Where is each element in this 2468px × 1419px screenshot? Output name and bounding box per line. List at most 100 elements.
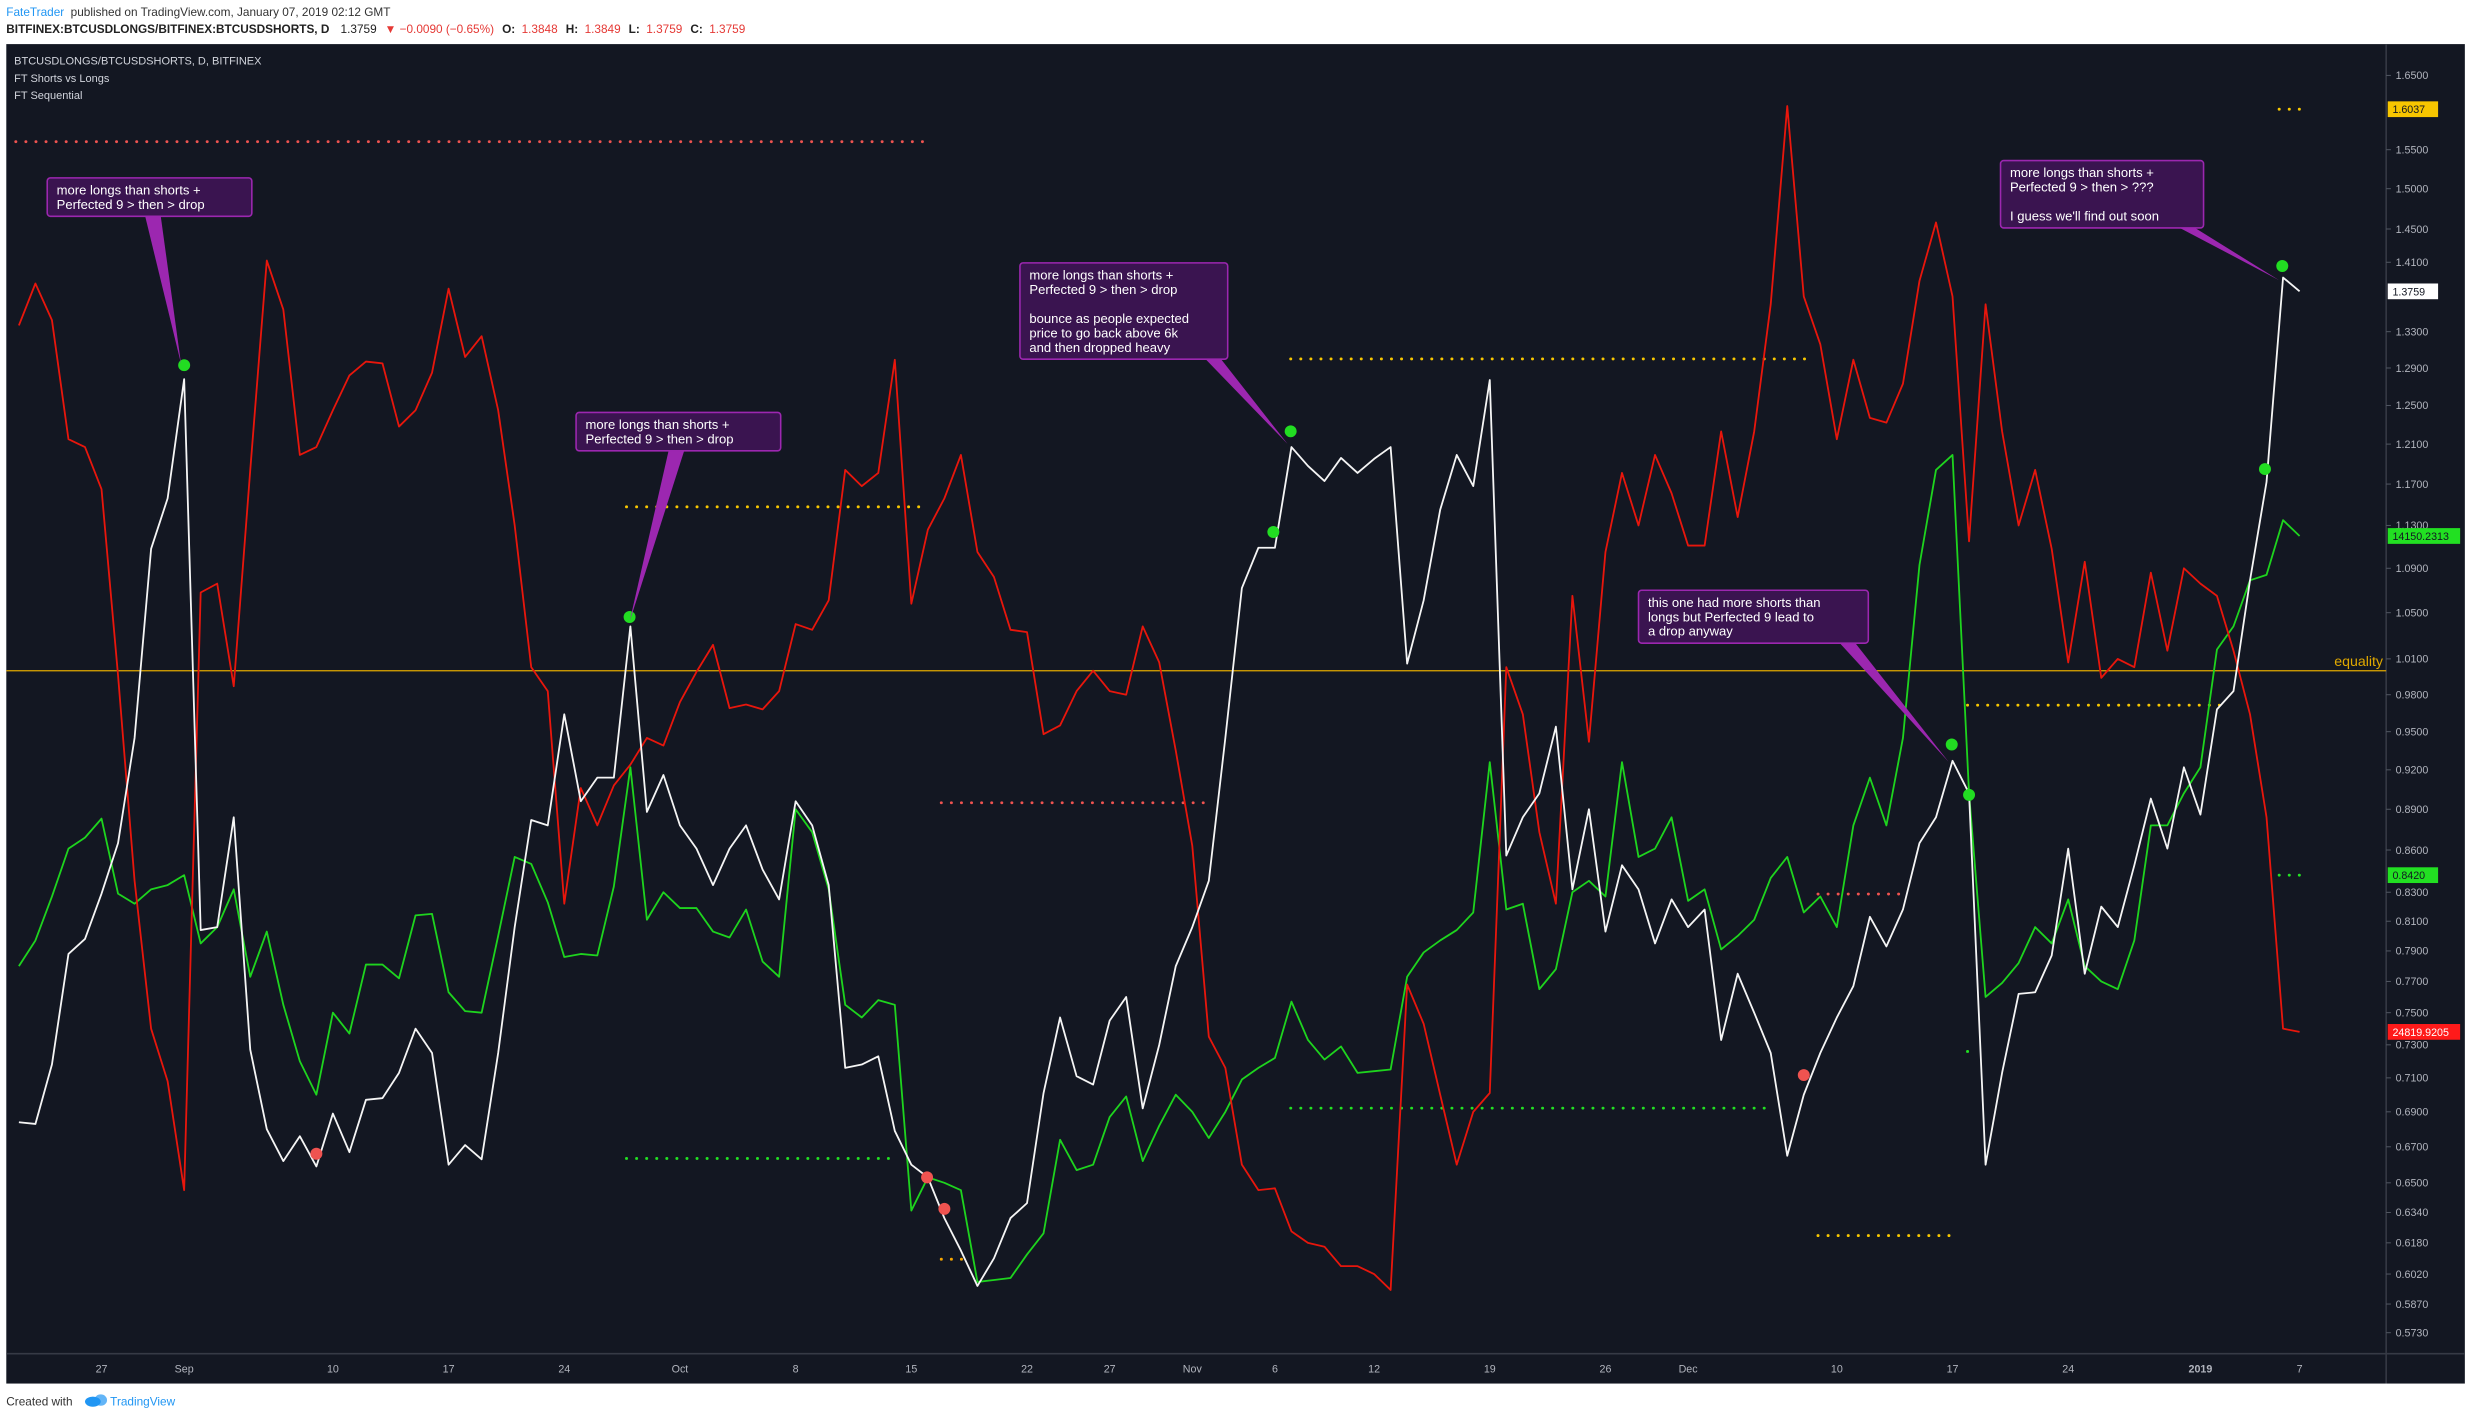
last-price: 1.3759 bbox=[341, 22, 377, 36]
plot: 1.6500 1.5500 1.5000 1.4500 1.4100 1.3300 1.29… bbox=[6, 70, 2461, 1376]
marker bbox=[178, 359, 191, 372]
y-tick-label: 0.7900 bbox=[2396, 946, 2429, 958]
ohlc-value: 1.3759 bbox=[709, 22, 745, 36]
ohlc-key: L: bbox=[629, 22, 640, 36]
y-tick-label: 0.6180 bbox=[2396, 1238, 2429, 1250]
annotation-text: Perfected 9 > then > ??? bbox=[2010, 180, 2154, 195]
annotation-text: more longs than shorts + bbox=[2010, 165, 2154, 180]
annotation-pointer bbox=[2176, 226, 2280, 281]
marker bbox=[1797, 1069, 1810, 1082]
x-tick-label: 24 bbox=[2062, 1364, 2074, 1376]
equality-label: equality bbox=[2334, 654, 2384, 670]
footer-brand[interactable]: TradingView bbox=[110, 1395, 175, 1409]
chart-panel bbox=[6, 44, 2465, 1384]
annotation-text: a drop anyway bbox=[1648, 624, 1733, 639]
y-tick-label: 1.0500 bbox=[2396, 607, 2429, 619]
footer-created: Created with bbox=[6, 1395, 72, 1409]
ohlc-key: C: bbox=[690, 22, 702, 36]
marker bbox=[2258, 463, 2271, 476]
y-tick-label: 1.1700 bbox=[2396, 479, 2429, 491]
y-tick-label: 0.8300 bbox=[2396, 887, 2429, 899]
annotation-text: more longs than shorts + bbox=[586, 417, 730, 432]
last-value-label-box bbox=[2387, 528, 2461, 544]
y-tick-label: 0.7500 bbox=[2396, 1007, 2429, 1019]
marker bbox=[1945, 738, 1958, 751]
y-tick-label: 1.2100 bbox=[2396, 439, 2429, 451]
x-tick-label: Dec bbox=[1679, 1364, 1699, 1376]
y-tick-label: 0.7700 bbox=[2396, 976, 2429, 988]
y-tick-label: 1.5000 bbox=[2396, 183, 2429, 195]
annotation-text: Perfected 9 > then > drop bbox=[57, 197, 205, 212]
sequential-markers bbox=[178, 260, 2289, 1215]
y-tick-label: 0.6900 bbox=[2396, 1107, 2429, 1119]
annotation-box bbox=[1019, 262, 1229, 360]
price-change: ▼ −0.0090 (−0.65%) bbox=[385, 22, 494, 36]
y-tick-label: 0.9200 bbox=[2396, 765, 2429, 777]
y-tick-label: 0.5870 bbox=[2396, 1299, 2429, 1311]
legend-symbol: BTCUSDLONGS/BTCUSDSHORTS, D, BITFINEX bbox=[14, 56, 262, 68]
y-tick-label: 0.6020 bbox=[2396, 1269, 2429, 1281]
annotation-box bbox=[1999, 159, 2205, 229]
level-label: 1.6037 bbox=[2392, 104, 2425, 116]
x-tick-label: 24 bbox=[558, 1364, 570, 1376]
annotation-text: price to go back above 6k bbox=[1029, 325, 1178, 340]
last-value-label: 1.3759 bbox=[2392, 286, 2425, 298]
x-tick-label: 27 bbox=[96, 1364, 108, 1376]
annotation-text: Perfected 9 > then > drop bbox=[586, 431, 734, 446]
logo-shape bbox=[94, 1394, 108, 1406]
y-tick-label: 1.6500 bbox=[2396, 70, 2429, 82]
annotation-pointer bbox=[1204, 357, 1288, 444]
series-line bbox=[18, 276, 2301, 1287]
published: published on TradingView.com, January 07… bbox=[71, 5, 391, 19]
last-value-label-box bbox=[2387, 283, 2439, 300]
header-line-2: BITFINEX:BTCUSDLONGS/BITFINEX:BTCUSDSHOR… bbox=[6, 22, 745, 36]
annotation: more longs than shorts +Perfected 9 > th… bbox=[1019, 262, 1288, 444]
y-tick-label: 0.8600 bbox=[2396, 845, 2429, 857]
marker bbox=[1284, 425, 1297, 438]
x-tick-label: 17 bbox=[443, 1364, 455, 1376]
x-tick-label: 6 bbox=[1272, 1364, 1278, 1376]
marker bbox=[938, 1202, 951, 1215]
x-tick-label: Oct bbox=[672, 1364, 689, 1376]
x-tick-label: 17 bbox=[1947, 1364, 1959, 1376]
last-value-label: 24819.9205 bbox=[2392, 1027, 2449, 1039]
y-tick-label: 0.6700 bbox=[2396, 1142, 2429, 1154]
tradingview-logo bbox=[84, 1394, 108, 1407]
y-tick-label: 0.9500 bbox=[2396, 726, 2429, 738]
ohlc-value: 1.3759 bbox=[646, 22, 682, 36]
annotation-text: this one had more shorts than bbox=[1648, 595, 1821, 610]
ohlc-value: 1.3849 bbox=[585, 22, 621, 36]
annotation-text: bounce as people expected bbox=[1029, 311, 1189, 326]
y-tick-label: 0.8900 bbox=[2396, 804, 2429, 816]
sequential-levels bbox=[14, 140, 2221, 1261]
y-tick-label: 1.0100 bbox=[2396, 654, 2429, 666]
y-tick-label: 0.7300 bbox=[2396, 1040, 2429, 1052]
y-tick-label: 1.4100 bbox=[2396, 257, 2429, 269]
x-tick-label: 12 bbox=[1368, 1364, 1380, 1376]
level-label-box bbox=[2387, 867, 2439, 884]
annotation-box bbox=[46, 177, 253, 218]
marker bbox=[1267, 526, 1280, 539]
series-line bbox=[18, 105, 2300, 1291]
last-value-label: 14150.2313 bbox=[2392, 531, 2449, 543]
annotation-box bbox=[575, 411, 782, 452]
symbol: BITFINEX:BTCUSDLONGS/BITFINEX:BTCUSDSHOR… bbox=[6, 22, 330, 36]
y-tick-label: 1.5500 bbox=[2396, 144, 2429, 156]
author[interactable]: FateTrader bbox=[6, 5, 64, 19]
y-tick-label: 0.6500 bbox=[2396, 1178, 2429, 1190]
x-tick-label: 10 bbox=[1831, 1364, 1843, 1376]
annotation-text: more longs than shorts + bbox=[1029, 267, 1173, 282]
y-tick-label: 1.4500 bbox=[2396, 224, 2429, 236]
annotation-box bbox=[1637, 589, 1870, 644]
marker bbox=[623, 611, 636, 624]
y-tick-label: 1.3300 bbox=[2396, 326, 2429, 338]
marker bbox=[310, 1147, 323, 1160]
x-tick-label: 27 bbox=[1104, 1364, 1116, 1376]
marker bbox=[1963, 788, 1976, 801]
annotation-text: Perfected 9 > then > drop bbox=[1029, 282, 1177, 297]
x-tick-label: 2019 bbox=[2189, 1364, 2213, 1376]
y-tick-label: 0.6340 bbox=[2396, 1207, 2429, 1219]
legend-indicator: FT Sequential bbox=[14, 90, 82, 102]
y-tick-label: 1.2500 bbox=[2396, 400, 2429, 412]
